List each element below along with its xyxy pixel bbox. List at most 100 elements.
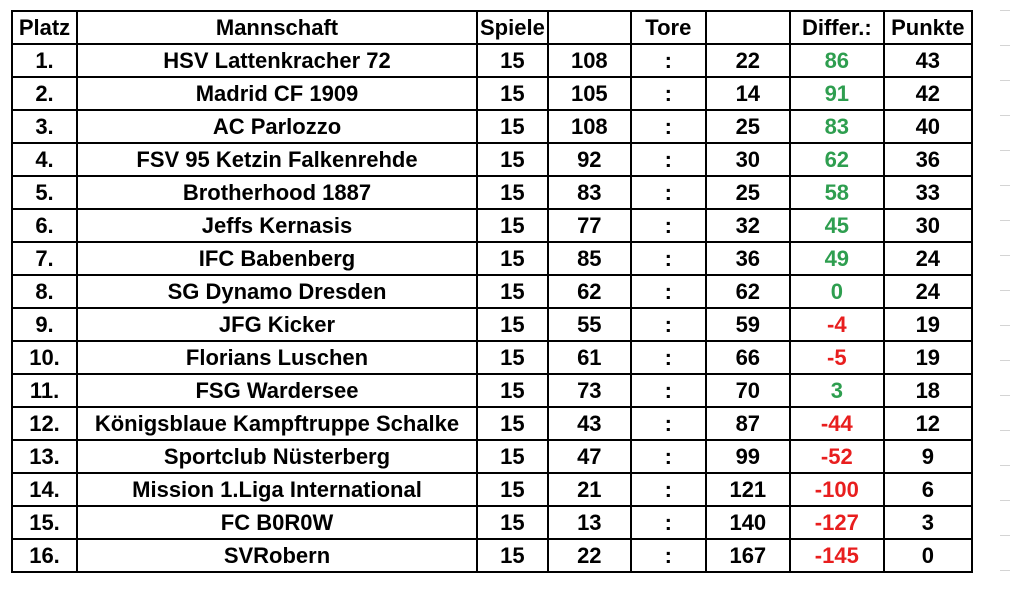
cell-diff[interactable]: 83 [788, 109, 885, 144]
cell-tore-for[interactable]: 73 [546, 373, 632, 408]
cell-tore-for[interactable]: 22 [546, 538, 632, 573]
cell-spiele[interactable]: 15 [476, 43, 549, 78]
cell-punkte[interactable]: 19 [882, 307, 973, 342]
cell-tore-for[interactable]: 108 [546, 109, 632, 144]
cell-platz[interactable]: 9. [11, 307, 78, 342]
cell-tore-for[interactable]: 43 [546, 406, 632, 441]
cell-team[interactable]: SVRobern [76, 538, 478, 573]
cell-tore-separator[interactable]: : [629, 175, 707, 210]
cell-punkte[interactable]: 9 [882, 439, 973, 474]
cell-tore-for[interactable]: 83 [546, 175, 632, 210]
cell-platz[interactable]: 7. [11, 241, 78, 276]
cell-diff[interactable]: -100 [788, 472, 885, 507]
cell-tore-against[interactable]: 62 [704, 274, 791, 309]
cell-tore-for[interactable]: 21 [546, 472, 632, 507]
cell-tore-separator[interactable]: : [629, 241, 707, 276]
cell-platz[interactable]: 12. [11, 406, 78, 441]
cell-spiele[interactable]: 15 [476, 274, 549, 309]
cell-spiele[interactable]: 15 [476, 340, 549, 375]
cell-tore-separator[interactable]: : [629, 307, 707, 342]
cell-punkte[interactable]: 18 [882, 373, 973, 408]
cell-tore-against[interactable]: 70 [704, 373, 791, 408]
cell-diff[interactable]: 62 [788, 142, 885, 177]
cell-diff[interactable]: -127 [788, 505, 885, 540]
cell-diff[interactable]: 91 [788, 76, 885, 111]
cell-tore-against[interactable]: 22 [704, 43, 791, 78]
cell-tore-against[interactable]: 36 [704, 241, 791, 276]
cell-tore-for[interactable]: 55 [546, 307, 632, 342]
cell-team[interactable]: AC Parlozzo [76, 109, 478, 144]
cell-platz[interactable]: 16. [11, 538, 78, 573]
cell-platz[interactable]: 6. [11, 208, 78, 243]
cell-diff[interactable]: -44 [788, 406, 885, 441]
cell-team[interactable]: Brotherhood 1887 [76, 175, 478, 210]
cell-tore-against[interactable]: 87 [704, 406, 791, 441]
cell-tore-against[interactable]: 30 [704, 142, 791, 177]
cell-tore-separator[interactable]: : [629, 538, 707, 573]
cell-punkte[interactable]: 0 [882, 538, 973, 573]
cell-tore-against[interactable]: 59 [704, 307, 791, 342]
cell-platz[interactable]: 13. [11, 439, 78, 474]
cell-tore-against[interactable]: 140 [704, 505, 791, 540]
cell-tore-for[interactable]: 85 [546, 241, 632, 276]
cell-tore-separator[interactable]: : [629, 406, 707, 441]
cell-tore-against[interactable]: 121 [704, 472, 791, 507]
cell-spiele[interactable]: 15 [476, 142, 549, 177]
cell-spiele[interactable]: 15 [476, 406, 549, 441]
cell-team[interactable]: Sportclub Nüsterberg [76, 439, 478, 474]
cell-tore-for[interactable]: 47 [546, 439, 632, 474]
cell-tore-separator[interactable]: : [629, 43, 707, 78]
cell-tore-for[interactable]: 62 [546, 274, 632, 309]
header-spiele[interactable]: Spiele [476, 10, 549, 45]
cell-punkte[interactable]: 24 [882, 241, 973, 276]
cell-team[interactable]: Königsblaue Kampftruppe Schalke [76, 406, 478, 441]
cell-punkte[interactable]: 12 [882, 406, 973, 441]
cell-spiele[interactable]: 15 [476, 307, 549, 342]
cell-platz[interactable]: 8. [11, 274, 78, 309]
cell-team[interactable]: IFC Babenberg [76, 241, 478, 276]
cell-diff[interactable]: 45 [788, 208, 885, 243]
cell-spiele[interactable]: 15 [476, 505, 549, 540]
cell-tore-separator[interactable]: : [629, 505, 707, 540]
cell-platz[interactable]: 3. [11, 109, 78, 144]
cell-team[interactable]: HSV Lattenkracher 72 [76, 43, 478, 78]
cell-platz[interactable]: 1. [11, 43, 78, 78]
cell-spiele[interactable]: 15 [476, 373, 549, 408]
cell-spiele[interactable]: 15 [476, 109, 549, 144]
cell-tore-separator[interactable]: : [629, 274, 707, 309]
cell-spiele[interactable]: 15 [476, 472, 549, 507]
cell-tore-against[interactable]: 25 [704, 175, 791, 210]
cell-tore-against[interactable]: 167 [704, 538, 791, 573]
cell-diff[interactable]: 3 [788, 373, 885, 408]
cell-diff[interactable]: -4 [788, 307, 885, 342]
cell-tore-separator[interactable]: : [629, 142, 707, 177]
cell-tore-against[interactable]: 25 [704, 109, 791, 144]
cell-tore-against[interactable]: 66 [704, 340, 791, 375]
cell-diff[interactable]: -145 [788, 538, 885, 573]
cell-team[interactable]: FC B0R0W [76, 505, 478, 540]
cell-platz[interactable]: 5. [11, 175, 78, 210]
header-tore-right[interactable] [704, 10, 791, 45]
cell-punkte[interactable]: 36 [882, 142, 973, 177]
cell-punkte[interactable]: 6 [882, 472, 973, 507]
cell-punkte[interactable]: 19 [882, 340, 973, 375]
cell-spiele[interactable]: 15 [476, 241, 549, 276]
header-team[interactable]: Mannschaft [76, 10, 478, 45]
cell-tore-against[interactable]: 99 [704, 439, 791, 474]
cell-platz[interactable]: 14. [11, 472, 78, 507]
cell-tore-for[interactable]: 105 [546, 76, 632, 111]
cell-tore-separator[interactable]: : [629, 472, 707, 507]
cell-punkte[interactable]: 3 [882, 505, 973, 540]
cell-punkte[interactable]: 24 [882, 274, 973, 309]
cell-tore-separator[interactable]: : [629, 109, 707, 144]
cell-diff[interactable]: 86 [788, 43, 885, 78]
cell-tore-separator[interactable]: : [629, 439, 707, 474]
cell-diff[interactable]: 58 [788, 175, 885, 210]
cell-spiele[interactable]: 15 [476, 439, 549, 474]
cell-team[interactable]: Florians Luschen [76, 340, 478, 375]
cell-platz[interactable]: 2. [11, 76, 78, 111]
cell-tore-separator[interactable]: : [629, 76, 707, 111]
cell-team[interactable]: FSG Wardersee [76, 373, 478, 408]
cell-tore-separator[interactable]: : [629, 340, 707, 375]
cell-team[interactable]: Madrid CF 1909 [76, 76, 478, 111]
